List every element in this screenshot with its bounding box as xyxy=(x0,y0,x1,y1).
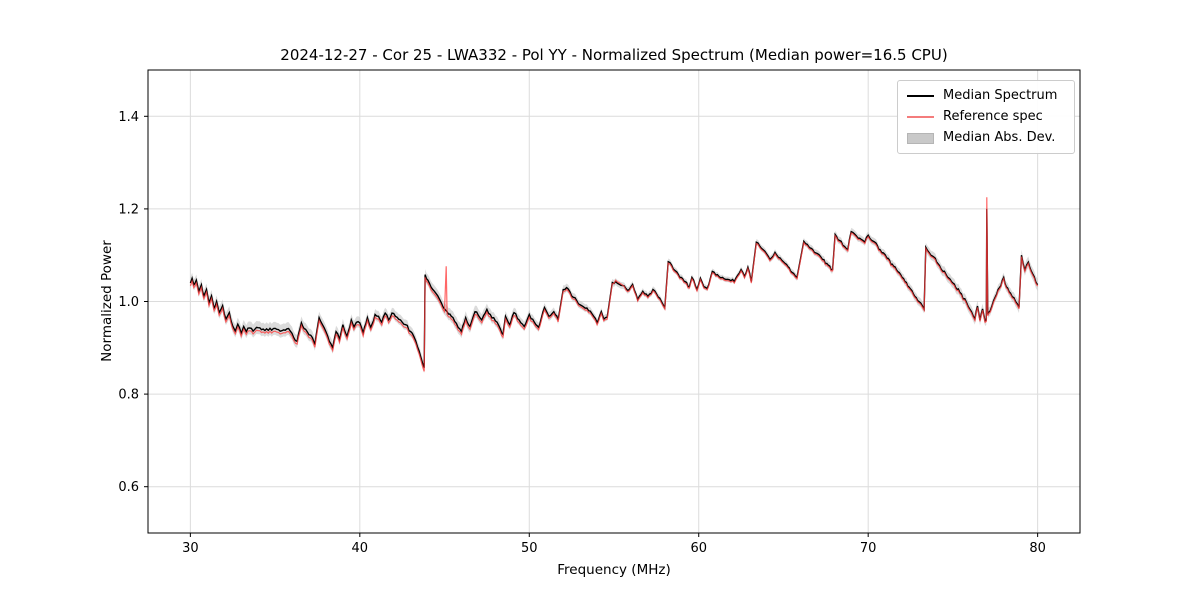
reference-line-swatch-icon xyxy=(907,116,934,118)
legend-item-reference: Reference spec xyxy=(907,109,1064,125)
x-tick-label: 60 xyxy=(690,541,707,556)
legend-item-mad: Median Abs. Dev. xyxy=(907,130,1064,146)
legend-label: Median Spectrum xyxy=(943,88,1058,103)
legend: Median Spectrum Reference spec Median Ab… xyxy=(897,80,1075,154)
y-tick-label: 1.2 xyxy=(118,202,139,217)
y-tick-label: 0.8 xyxy=(118,388,139,403)
y-tick-label: 0.6 xyxy=(118,480,139,495)
legend-label: Reference spec xyxy=(943,109,1043,124)
mad-patch-swatch-icon xyxy=(907,132,934,144)
x-axis-label: Frequency (MHz) xyxy=(557,562,671,578)
y-tick-label: 1.4 xyxy=(118,110,139,125)
median-spectrum-line xyxy=(189,208,1039,368)
x-tick-label: 30 xyxy=(182,541,199,556)
x-tick-label: 50 xyxy=(521,541,538,556)
y-axis-label: Normalized Power xyxy=(99,240,115,362)
median-line-swatch-icon xyxy=(907,95,934,97)
legend-item-median: Median Spectrum xyxy=(907,88,1064,104)
y-tick-label: 1.0 xyxy=(118,295,139,310)
reference-spec-line xyxy=(189,197,1039,372)
x-tick-label: 40 xyxy=(352,541,369,556)
x-tick-label: 80 xyxy=(1029,541,1046,556)
x-tick-label: 70 xyxy=(860,541,877,556)
chart-title: 2024-12-27 - Cor 25 - LWA332 - Pol YY - … xyxy=(280,46,948,64)
legend-label: Median Abs. Dev. xyxy=(943,130,1056,145)
